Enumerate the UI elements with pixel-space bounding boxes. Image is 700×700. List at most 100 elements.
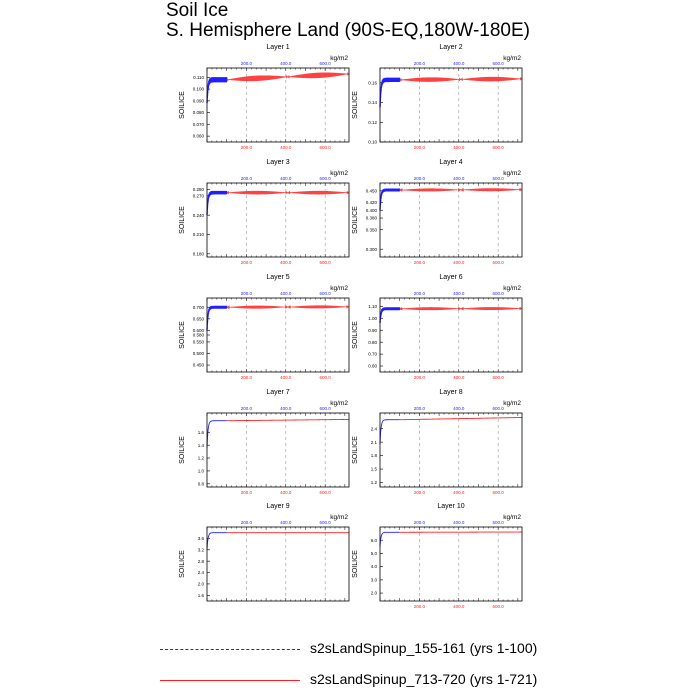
bottom-tick-label: 600.0 [493, 145, 505, 150]
series-line-run1 [206, 77, 228, 104]
top-tick-label: 200.0 [241, 61, 253, 66]
y-tick-label: 1.2 [371, 480, 378, 485]
bottom-tick-label: 400.0 [280, 375, 292, 380]
top-axis-units: kg/m2 [330, 55, 348, 62]
series-line-run1 [206, 190, 228, 216]
y-axis-label: SOILICE [179, 436, 186, 464]
plot-frame [206, 526, 350, 602]
bottom-tick-label: 200.0 [414, 260, 426, 265]
y-tick-label: 2.8 [198, 559, 205, 564]
plot-frame [379, 67, 523, 143]
y-axis-label: SOILICE [352, 321, 359, 349]
series-line-run1 [206, 532, 227, 550]
top-tick-label: 200.0 [241, 406, 253, 411]
panel-title: Layer 10 [437, 503, 464, 510]
plot-frame [379, 526, 523, 602]
plot-frame [206, 412, 350, 488]
top-tick-label: 600.0 [493, 176, 505, 181]
y-axis-label: SOILICE [179, 550, 186, 578]
series-line-run2 [226, 190, 350, 195]
y-tick-label: 0.350 [366, 227, 378, 232]
top-tick-label: 200.0 [241, 291, 253, 296]
bottom-tick-label: 600.0 [493, 375, 505, 380]
bottom-tick-label: 400.0 [453, 604, 465, 609]
y-tick-label: 2.0 [371, 591, 378, 596]
bottom-tick-label: 200.0 [241, 375, 253, 380]
bottom-tick-label: 200.0 [414, 145, 426, 150]
y-tick-label: 1.0 [198, 469, 205, 474]
bottom-tick-label: 400.0 [453, 145, 465, 150]
top-tick-label: 400.0 [453, 406, 465, 411]
y-tick-label: 0.700 [193, 305, 205, 310]
figure-subtitle: S. Hemisphere Land (90S-EQ,180W-180E) [166, 20, 530, 41]
y-tick-label: 2.0 [198, 582, 205, 587]
series-line-run1 [206, 420, 227, 449]
y-tick-label: 2.1 [371, 440, 378, 445]
bottom-tick-label: 600.0 [320, 145, 332, 150]
top-tick-label: 400.0 [280, 520, 292, 525]
panel-title: Layer 8 [439, 389, 462, 396]
bottom-tick-label: 600.0 [493, 260, 505, 265]
y-axis-label: SOILICE [179, 321, 186, 349]
panel-layer-9: Layer 9 kg/m2 200.0 400.0 600.0 1.6 2.0 2.4 2.8 3… [179, 503, 350, 602]
plot-frame [379, 412, 523, 488]
y-tick-label: 1.6 [198, 593, 205, 598]
plot-frame [379, 297, 523, 373]
series-line-run2 [399, 76, 523, 82]
panel-layer-1: Layer 1 kg/m2 200.0 400.0 600.0 200.0 400.0 600… [179, 44, 350, 150]
top-tick-label: 600.0 [493, 520, 505, 525]
bottom-tick-label: 200.0 [414, 490, 426, 495]
panel-title: Layer 2 [439, 44, 462, 51]
panel-title: Layer 3 [266, 159, 289, 166]
panel-title: Layer 1 [266, 44, 289, 51]
y-tick-label: 0.600 [193, 328, 205, 333]
top-tick-label: 400.0 [453, 61, 465, 66]
panel-layer-6: Layer 6 kg/m2 200.0 400.0 600.0 200.0 400.0 600… [352, 274, 523, 380]
bottom-tick-label: 600.0 [320, 375, 332, 380]
bottom-tick-label: 600.0 [320, 260, 332, 265]
top-tick-label: 200.0 [414, 176, 426, 181]
y-tick-label: 3.2 [198, 547, 205, 552]
top-tick-label: 200.0 [414, 291, 426, 296]
top-tick-label: 200.0 [241, 520, 253, 525]
y-tick-label: 0.80 [368, 340, 377, 345]
panel-title: Layer 9 [266, 503, 289, 510]
bottom-tick-label: 400.0 [280, 260, 292, 265]
y-tick-label: 1.10 [368, 304, 377, 309]
y-axis-label: SOILICE [179, 91, 186, 119]
plot-frame [206, 182, 350, 258]
series-line-run2 [399, 417, 523, 421]
y-tick-label: 0.12 [368, 120, 377, 125]
top-axis-units: kg/m2 [503, 55, 521, 62]
legend-item-run1: s2sLandSpinup_155-161 (yrs 1-100) [160, 640, 680, 660]
top-tick-label: 600.0 [320, 406, 332, 411]
panel-title: Layer 4 [439, 159, 462, 166]
legend-label-run2: s2sLandSpinup_713-720 (yrs 1-721) [310, 671, 538, 687]
panel-title: Layer 5 [266, 274, 289, 281]
bottom-tick-label: 200.0 [241, 145, 253, 150]
series-line-run2 [399, 306, 522, 311]
y-tick-label: 5.0 [371, 551, 378, 556]
panel-layer-7: Layer 7 kg/m2 200.0 400.0 600.0 200.0 400.0 600… [179, 389, 350, 495]
top-tick-label: 600.0 [320, 176, 332, 181]
top-tick-label: 200.0 [241, 176, 253, 181]
top-axis-units: kg/m2 [503, 285, 521, 292]
bottom-tick-label: 200.0 [414, 604, 426, 609]
top-tick-label: 400.0 [453, 520, 465, 525]
bottom-tick-label: 400.0 [280, 490, 292, 495]
top-tick-label: 400.0 [280, 61, 292, 66]
plot-frame [206, 297, 350, 373]
y-tick-label: 6.0 [371, 538, 378, 543]
series-line-run1 [379, 419, 400, 445]
series-line-run1 [379, 77, 401, 108]
y-tick-label: 1.00 [368, 316, 377, 321]
y-tick-label: 0.060 [193, 134, 205, 139]
y-tick-label: 0.420 [366, 200, 378, 205]
y-tick-label: 1.5 [371, 467, 378, 472]
top-axis-units: kg/m2 [503, 514, 521, 521]
plot-frame [379, 182, 523, 258]
y-tick-label: 0.550 [193, 340, 205, 345]
series-line-run1 [379, 531, 400, 547]
top-axis-units: kg/m2 [503, 170, 521, 177]
top-tick-label: 200.0 [414, 61, 426, 66]
